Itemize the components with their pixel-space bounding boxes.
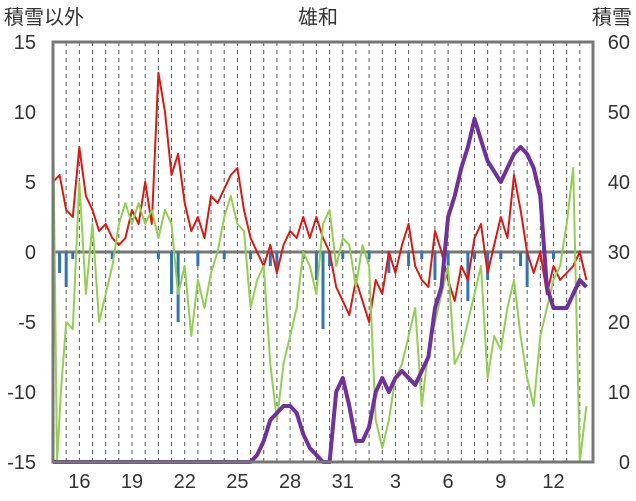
x-tick-label: 3	[390, 471, 401, 493]
right-tick-label: 40	[608, 172, 630, 194]
bar	[420, 252, 424, 259]
x-tick-label: 28	[279, 471, 301, 493]
series-line-red	[52, 71, 588, 323]
bar	[519, 252, 523, 266]
x-tick-label: 9	[495, 471, 506, 493]
bar	[268, 252, 272, 266]
bar	[499, 252, 503, 259]
right-tick-label: 30	[608, 242, 630, 264]
x-ticks: 16 19 22 25 28 31 3 6 9 12	[68, 471, 564, 493]
plot-frame	[51, 40, 595, 464]
right-tick-label: 10	[608, 382, 630, 404]
left-tick-label: -15	[7, 452, 36, 474]
x-tick-label: 22	[174, 471, 196, 493]
x-tick-label: 12	[542, 471, 564, 493]
right-tick-label: 20	[608, 312, 630, 334]
left-axis-label: 積雪以外	[4, 5, 84, 29]
bar	[367, 252, 371, 259]
bar	[314, 252, 318, 280]
bar	[58, 252, 62, 273]
bar	[222, 252, 226, 259]
bar	[71, 252, 75, 259]
chart-title: 雄和	[298, 5, 338, 29]
bar	[525, 252, 529, 287]
bar	[387, 252, 391, 273]
x-tick-label: 16	[68, 471, 90, 493]
right-axis-label: 積雪	[592, 5, 632, 29]
left-tick-label: -5	[18, 312, 36, 334]
x-tick-label: 31	[332, 471, 354, 493]
bar	[407, 252, 411, 266]
left-tick-label: -10	[7, 382, 36, 404]
bar	[328, 252, 332, 266]
bar	[446, 252, 450, 266]
series-lines	[52, 71, 588, 464]
left-tick-label: 5	[25, 172, 36, 194]
left-tick-label: 10	[14, 102, 36, 124]
bar	[551, 252, 555, 259]
bar	[275, 252, 279, 266]
right-tick-label: 60	[608, 32, 630, 54]
left-tick-label: 15	[14, 32, 36, 54]
bar	[341, 252, 345, 259]
right-ticks: 0 10 20 30 40 50 60	[608, 32, 630, 474]
series-line-purple	[53, 117, 588, 464]
left-ticks: -15 -10 -5 0 5 10 15	[7, 32, 36, 474]
bar	[196, 252, 200, 266]
left-tick-label: 0	[25, 242, 36, 264]
bar	[472, 252, 476, 259]
series-line-green	[52, 111, 588, 463]
bar	[249, 252, 253, 259]
bars	[58, 252, 555, 329]
bar	[64, 252, 68, 287]
bar	[170, 252, 174, 294]
right-tick-label: 50	[608, 102, 630, 124]
bar	[433, 252, 437, 280]
bar	[110, 252, 114, 259]
x-tick-label: 6	[443, 471, 454, 493]
bar	[156, 252, 160, 259]
x-tick-label: 25	[226, 471, 248, 493]
bar	[321, 252, 325, 329]
x-tick-label: 19	[121, 471, 143, 493]
right-tick-label: 0	[619, 452, 630, 474]
